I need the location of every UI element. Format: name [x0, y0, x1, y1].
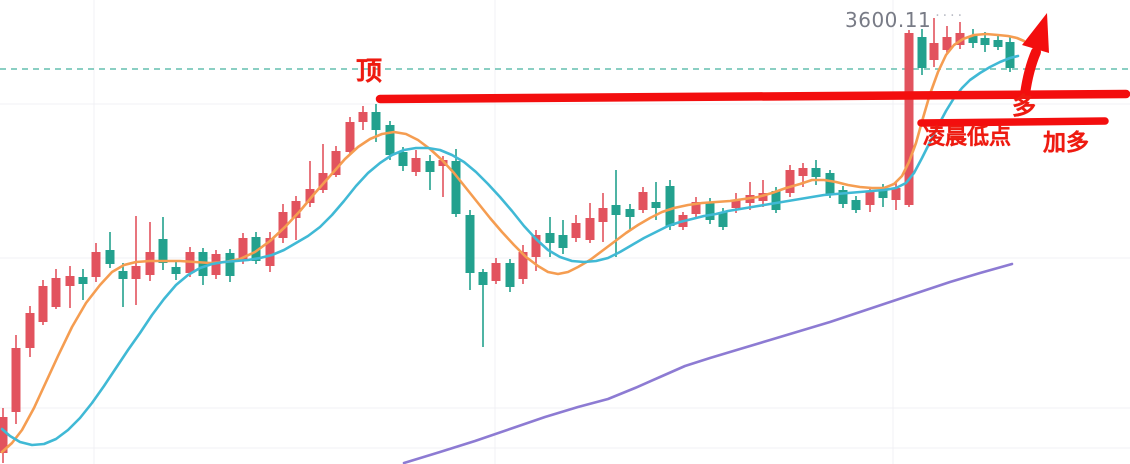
candle-body	[993, 40, 1003, 47]
candle-body	[425, 161, 435, 172]
price-label-dots: ····	[935, 8, 966, 24]
candle-body	[38, 286, 48, 322]
candle-body	[171, 267, 181, 274]
candle-body	[385, 125, 395, 155]
resistance-line-drawing[interactable]	[375, 89, 1130, 104]
candle-body	[798, 168, 808, 176]
candle-body	[705, 203, 715, 220]
candle-body	[91, 252, 101, 277]
candle-body	[785, 170, 795, 193]
candle-body	[78, 277, 88, 284]
up-arrow-shaft[interactable]	[1020, 47, 1041, 99]
candle-body	[198, 252, 208, 276]
candle-body	[811, 168, 821, 177]
candle-body	[891, 188, 901, 200]
ma-slow-purple-line	[402, 262, 1014, 464]
candle-body	[625, 209, 635, 217]
candle-body	[345, 122, 355, 152]
candle-body	[291, 201, 301, 218]
candle-body	[411, 158, 421, 172]
candle-body	[731, 200, 741, 208]
candle-body	[571, 223, 581, 238]
candle-body	[305, 189, 315, 203]
candle-body	[331, 151, 341, 175]
candle-body	[942, 37, 952, 50]
candle-body	[838, 190, 848, 204]
candle-body	[531, 235, 541, 257]
annotation-text-dawn-low[interactable]: 凌晨低点	[923, 125, 1012, 150]
candle-body	[585, 218, 595, 240]
candle-body	[25, 313, 35, 348]
candle-body	[691, 202, 701, 214]
candle-body	[105, 250, 115, 264]
ma-fast-orange-line	[0, 32, 1026, 454]
candle-body	[611, 205, 621, 215]
candle-body	[0, 417, 8, 453]
candle-body	[878, 190, 888, 198]
candle-body	[251, 237, 261, 261]
candle-body	[718, 212, 728, 227]
last-price-label: 3600.11 ····	[845, 8, 965, 32]
up-arrow-head[interactable]	[1022, 13, 1049, 53]
candle-body	[929, 43, 939, 60]
candle-body	[265, 238, 275, 266]
candle-body	[865, 192, 875, 205]
candle-body	[145, 252, 155, 275]
candle-body	[758, 193, 768, 201]
candle-body	[505, 263, 515, 287]
ma-mid-cyan-line	[0, 54, 1020, 447]
candle-body	[980, 38, 990, 45]
annotation-text-long[interactable]: 多	[1012, 92, 1036, 120]
candle-body	[358, 112, 368, 122]
candle-body	[451, 161, 461, 214]
support-line-drawing[interactable]	[917, 117, 1109, 127]
candle-body	[968, 36, 978, 43]
candle-body	[651, 202, 661, 208]
candle-body	[465, 215, 475, 273]
candle-body	[917, 37, 927, 68]
candle-body	[438, 160, 448, 166]
candle-body	[598, 208, 608, 222]
candle-body	[904, 33, 914, 205]
candle-body	[398, 152, 408, 166]
candle-body	[158, 239, 168, 263]
candle-body	[545, 233, 555, 243]
candle-body	[51, 278, 61, 307]
candle-body	[371, 112, 381, 130]
candle-body	[518, 252, 528, 279]
candle-body	[478, 272, 488, 285]
annotation-text-add-long[interactable]: 加多	[1043, 130, 1089, 156]
candle-body	[825, 173, 835, 195]
candle-body	[955, 33, 965, 45]
last-price-value: 3600.11	[845, 8, 932, 32]
candle-body	[11, 348, 21, 412]
candle-body	[65, 276, 75, 286]
candle-body	[558, 235, 568, 248]
candle-body	[118, 271, 128, 279]
annotation-text-top[interactable]: 顶	[356, 57, 383, 87]
candle-body	[131, 266, 141, 279]
candle-body	[665, 186, 675, 226]
candle-body	[278, 212, 288, 238]
candle-body	[1005, 42, 1015, 68]
candle-body	[491, 263, 501, 281]
candle-body	[771, 191, 781, 210]
candle-body	[318, 173, 328, 190]
candle-body	[638, 192, 648, 210]
candle-body	[238, 238, 248, 260]
candle-body	[225, 253, 235, 276]
candle-body	[851, 200, 861, 210]
